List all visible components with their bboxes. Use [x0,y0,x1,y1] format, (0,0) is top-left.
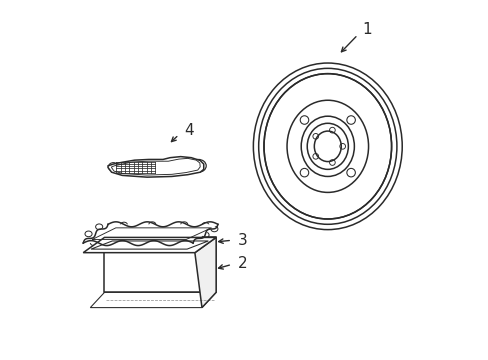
Polygon shape [195,238,216,307]
Polygon shape [104,238,216,292]
Polygon shape [90,292,216,307]
Text: 1: 1 [361,22,371,37]
Text: 4: 4 [184,123,193,138]
Ellipse shape [264,74,391,219]
Polygon shape [83,238,216,253]
Polygon shape [83,224,218,243]
Ellipse shape [286,100,368,192]
Text: 2: 2 [237,256,246,271]
Polygon shape [108,157,203,177]
Text: 3: 3 [237,233,246,248]
